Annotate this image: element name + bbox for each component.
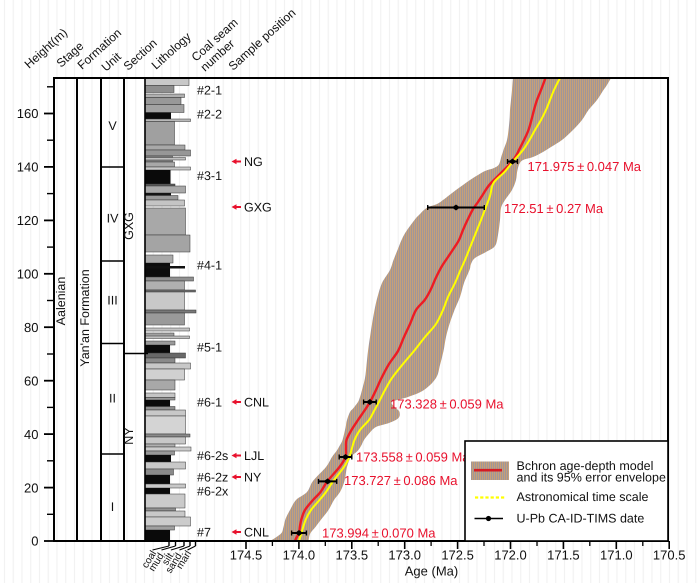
svg-text:172.5: 172.5: [441, 548, 474, 563]
svg-text:80: 80: [24, 320, 38, 335]
svg-text:171.0: 171.0: [600, 548, 633, 563]
svg-text:CNL: CNL: [244, 526, 269, 540]
svg-text:U-Pb CA-ID-TIMS date: U-Pb CA-ID-TIMS date: [517, 512, 645, 526]
svg-text:173.994 ± 0.070 Ma: 173.994 ± 0.070 Ma: [322, 526, 436, 541]
svg-text:20: 20: [24, 480, 38, 495]
svg-text:#6-2s: #6-2s: [197, 449, 228, 463]
svg-text:173.5: 173.5: [336, 548, 369, 563]
svg-text:NY: NY: [244, 471, 262, 485]
svg-text:160: 160: [17, 106, 39, 121]
svg-text:#6-2x: #6-2x: [197, 485, 229, 499]
svg-text:#3-1: #3-1: [197, 169, 222, 183]
svg-text:II: II: [109, 392, 116, 406]
svg-text:NG: NG: [244, 155, 263, 169]
svg-text:173.727 ± 0.086 Ma: 173.727 ± 0.086 Ma: [344, 473, 458, 488]
svg-text:GXG: GXG: [122, 212, 136, 240]
svg-text:CNL: CNL: [244, 396, 269, 410]
svg-text:Yan'an Formation: Yan'an Formation: [78, 269, 92, 366]
svg-text:40: 40: [24, 427, 38, 442]
svg-text:IV: IV: [107, 212, 119, 226]
svg-text:172.0: 172.0: [494, 548, 527, 563]
svg-text:171.5: 171.5: [547, 548, 580, 563]
svg-text:120: 120: [17, 213, 39, 228]
svg-text:GXG: GXG: [244, 201, 272, 215]
svg-text:174.0: 174.0: [283, 548, 316, 563]
svg-text:#2-1: #2-1: [197, 84, 222, 98]
svg-text:LJL: LJL: [244, 449, 264, 463]
svg-text:100: 100: [17, 267, 39, 282]
svg-text:#4-1: #4-1: [197, 259, 222, 273]
svg-text:60: 60: [24, 373, 38, 388]
svg-text:#6-1: #6-1: [197, 396, 222, 410]
svg-text:V: V: [108, 119, 117, 133]
svg-text:140: 140: [17, 160, 39, 175]
svg-text:174.5: 174.5: [230, 548, 263, 563]
svg-text:173.558 ± 0.059 Ma: 173.558 ± 0.059 Ma: [356, 450, 470, 465]
svg-text:172.51 ± 0.27 Ma: 172.51 ± 0.27 Ma: [504, 201, 604, 216]
svg-text:173.328 ± 0.059 Ma: 173.328 ± 0.059 Ma: [390, 397, 504, 412]
svg-text:0: 0: [31, 534, 38, 549]
svg-text:#5-1: #5-1: [197, 341, 222, 355]
svg-text:#6-2z: #6-2z: [197, 471, 228, 485]
svg-text:Aalenian: Aalenian: [54, 277, 68, 326]
svg-text:#7: #7: [197, 526, 211, 540]
svg-text:170.5: 170.5: [653, 548, 686, 563]
svg-text:171.975 ± 0.047 Ma: 171.975 ± 0.047 Ma: [528, 159, 642, 174]
svg-text:III: III: [107, 294, 117, 308]
svg-text:#2-2: #2-2: [197, 108, 222, 122]
svg-text:173.0: 173.0: [388, 548, 421, 563]
svg-text:Bchron age-depth model: Bchron age-depth model: [517, 459, 654, 473]
svg-text:Astronomical time scale: Astronomical time scale: [517, 490, 649, 504]
svg-text:NY: NY: [122, 427, 136, 445]
svg-text:Age (Ma): Age (Ma): [405, 564, 458, 579]
svg-text:and its 95% error envelope: and its 95% error envelope: [517, 471, 666, 485]
svg-text:I: I: [111, 500, 114, 514]
